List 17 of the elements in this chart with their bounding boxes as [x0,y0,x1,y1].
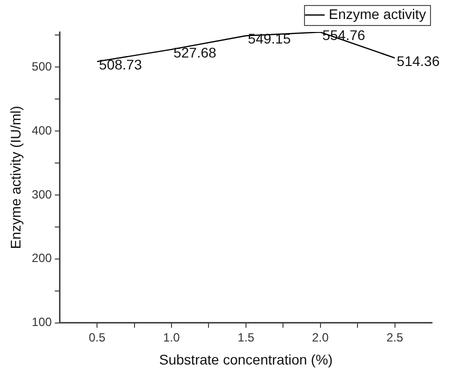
data-label: 508.73 [99,56,142,72]
data-label: 514.36 [396,52,440,69]
y-axis-title: Enzyme activity (IU/ml) [7,106,24,249]
legend-label: Enzyme activity [328,6,426,22]
y-tick-label: 300 [32,187,52,202]
x-tick-label: 2.5 [386,330,404,344]
x-tick-label: 2.0 [312,330,330,344]
x-axis-title: Substrate concentration (%) [159,351,333,368]
y-tick-label: 200 [32,251,52,266]
x-tick-label: 1.5 [238,330,255,344]
y-tick-label: 100 [32,315,52,330]
x-tick-label: 1.0 [163,330,180,344]
x-tick-label: 0.5 [88,330,106,344]
y-tick-label: 500 [32,59,52,74]
data-label: 549.15 [248,30,291,47]
y-tick-label: 400 [32,123,52,138]
data-label: 527.68 [173,44,217,60]
